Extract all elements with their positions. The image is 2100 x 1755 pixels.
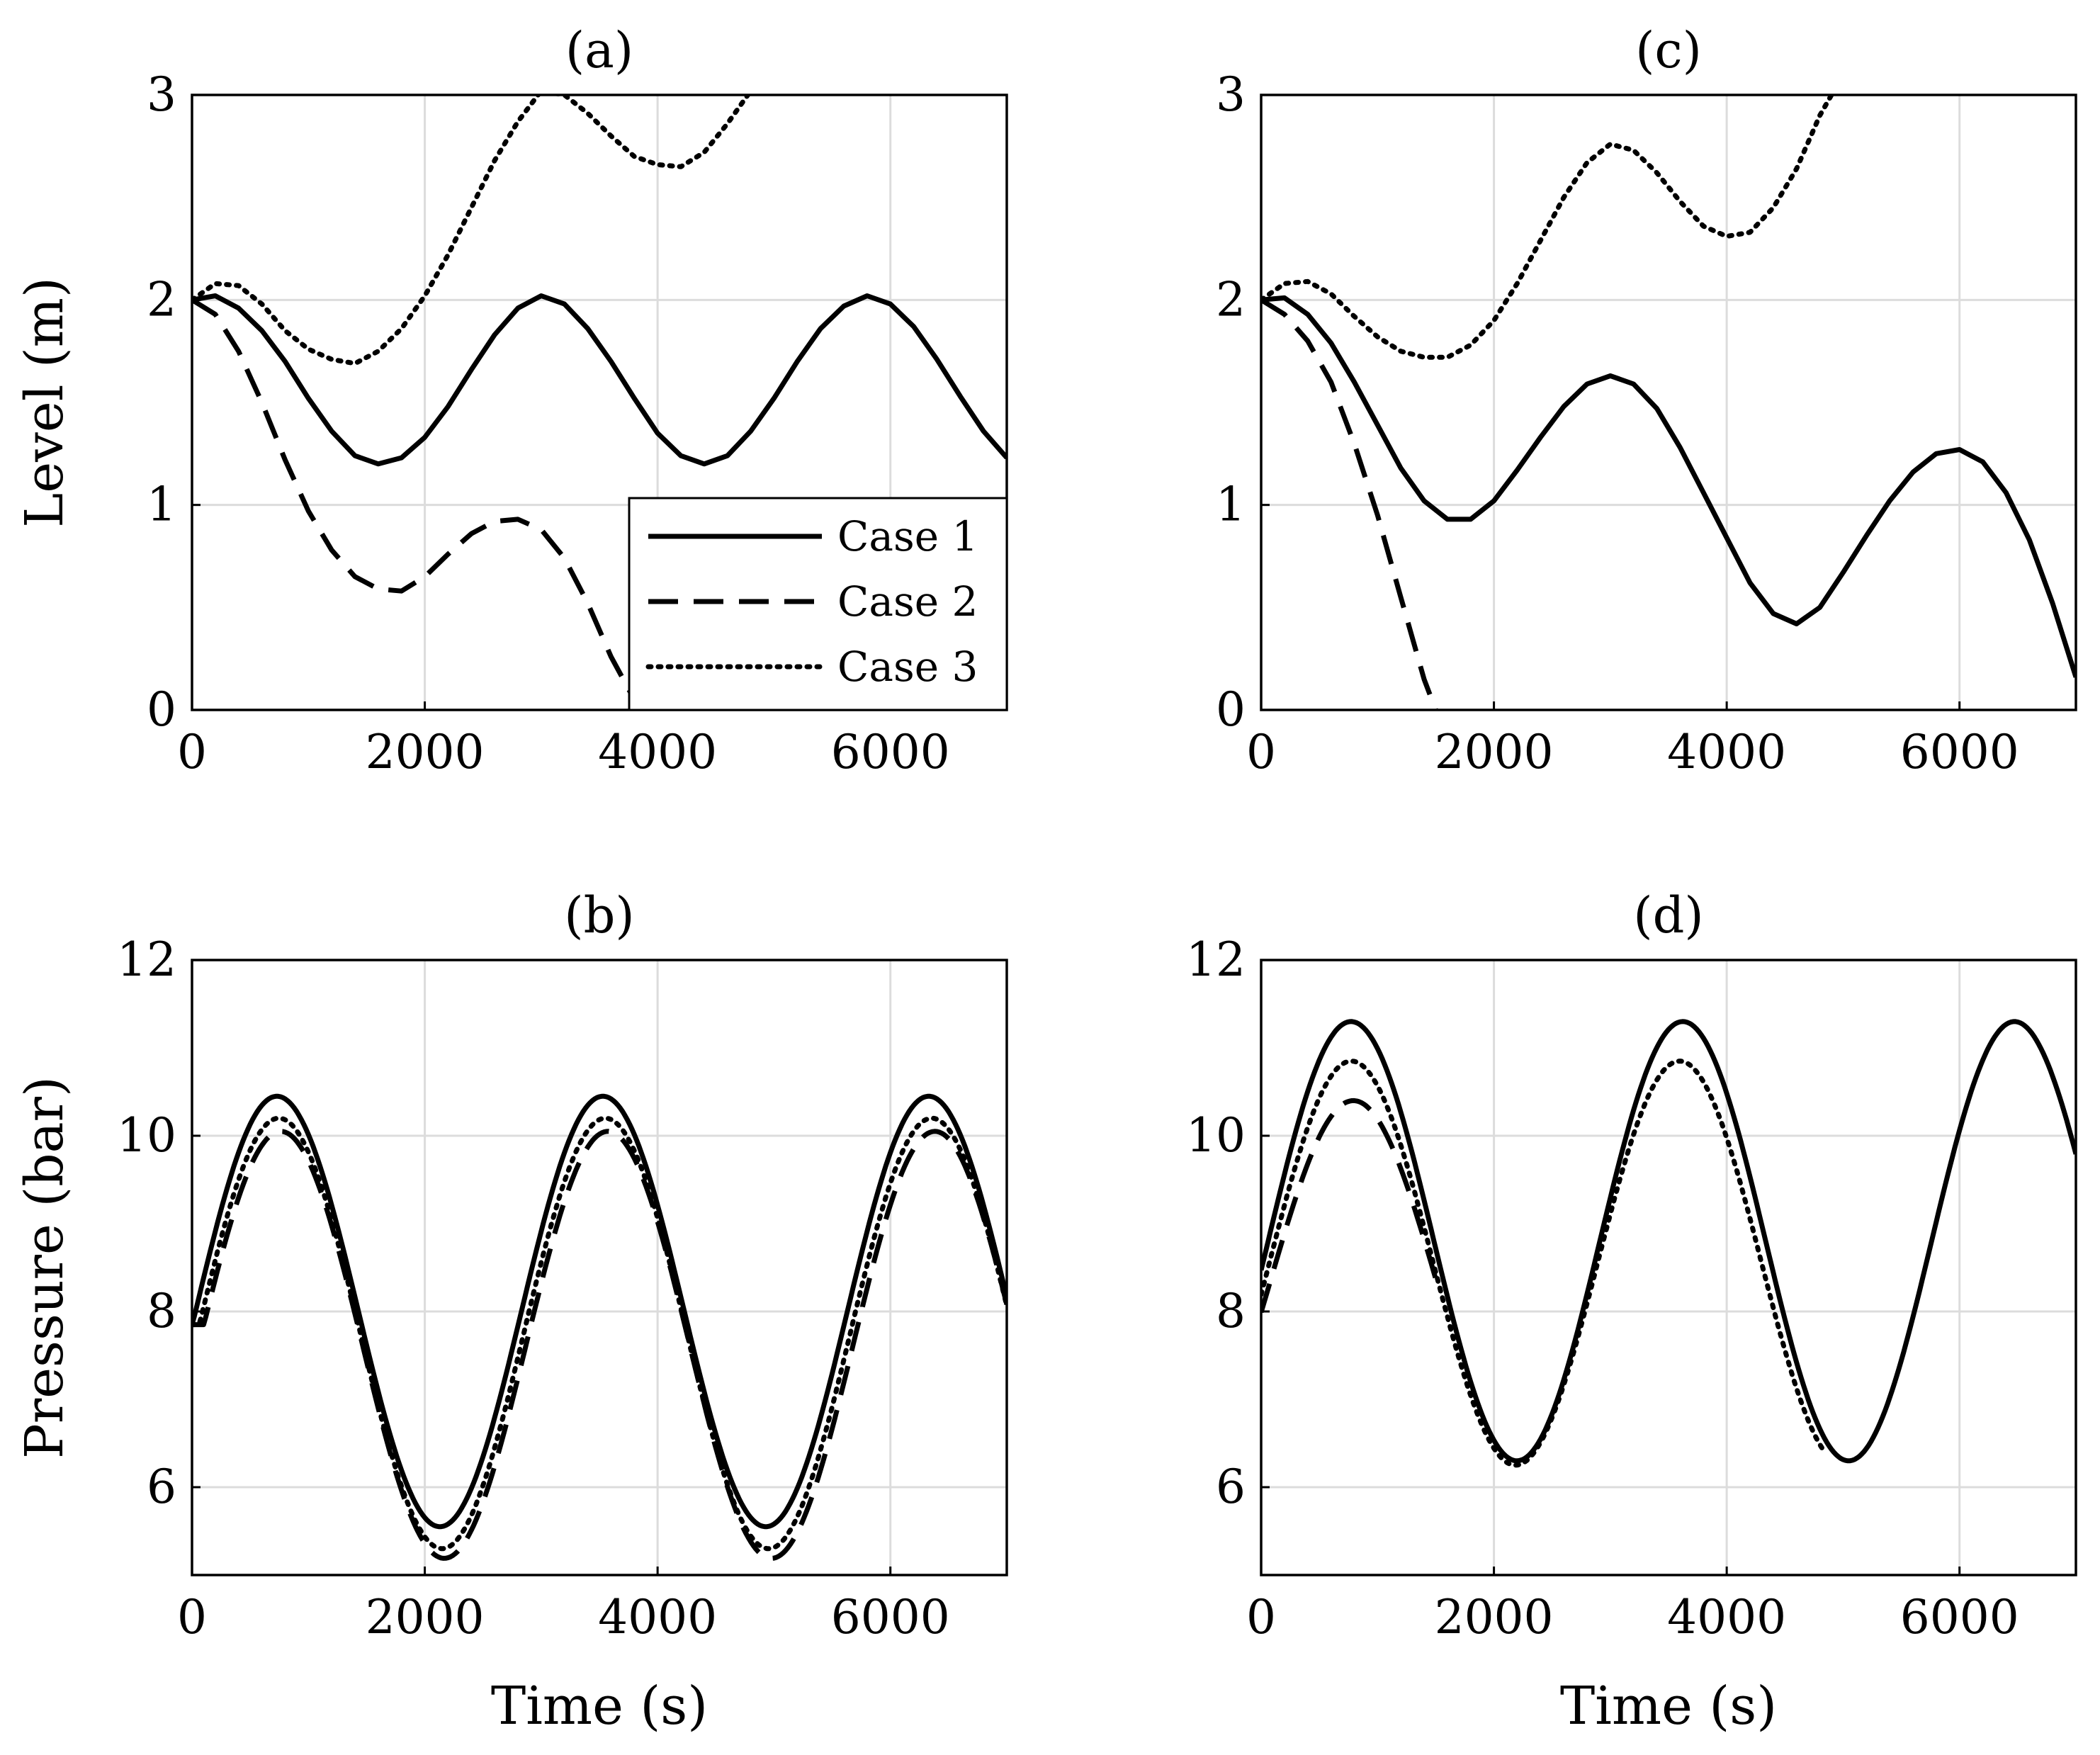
legend: Case 1 Case 2 Case 3 <box>628 497 1008 711</box>
axes-frame-b <box>191 959 1008 1576</box>
grid-d <box>1261 960 2076 1575</box>
series-line-case-1-b <box>192 1093 1007 1530</box>
legend-label-case-2: Case 2 <box>837 577 978 626</box>
x-tick-label-c: 0 <box>1246 725 1276 779</box>
series-line-case-3-b <box>192 1115 1007 1552</box>
series-b <box>192 1093 1007 1561</box>
legend-box <box>628 497 1008 711</box>
y-tick-label-b: 8 <box>147 1284 176 1338</box>
series-line-case-1-c <box>1261 295 2076 678</box>
series-line-case-2-a <box>192 298 637 701</box>
x-tick-label-a: 2000 <box>366 725 485 779</box>
x-tick-label-b: 6000 <box>831 1590 950 1644</box>
series-line-case-3-a <box>192 95 751 366</box>
y-tick-label-a: 2 <box>147 272 176 327</box>
series-line-case-2-b <box>192 1129 1007 1561</box>
y-tick-label-c: 3 <box>1216 67 1246 122</box>
series-line-case-2-d <box>1261 1097 1438 1314</box>
panel-a: 0 2000 4000 6000 0 1 2 3 (a) Level (m) Case 1 C… <box>14 21 1008 779</box>
grid-b <box>192 960 1007 1575</box>
legend-label-case-1: Case 1 <box>837 512 978 560</box>
ticks-b: 0 2000 4000 6000 6 8 10 12 <box>117 932 950 1644</box>
y-axis-label-b: Pressure (bar) <box>14 1076 75 1459</box>
y-tick-label-c: 2 <box>1216 272 1246 327</box>
panel-b: 0 2000 4000 6000 6 8 10 12 (b) Pressure (bar) T… <box>14 886 1008 1737</box>
x-tick-label-b: 2000 <box>366 1590 485 1644</box>
y-tick-label-c: 0 <box>1216 682 1246 737</box>
series-line-case-3-d <box>1261 1059 1827 1468</box>
axes-frame-c <box>1260 94 2077 711</box>
y-tick-label-c: 1 <box>1216 478 1246 532</box>
ticks-a: 0 2000 4000 6000 0 1 2 3 <box>147 67 950 779</box>
y-tick-label-a: 0 <box>147 682 176 737</box>
panel-d: 0 2000 4000 6000 6 8 10 12 (d) Time (s) <box>1186 886 2077 1737</box>
x-tick-label-b: 4000 <box>598 1590 717 1644</box>
y-tick-label-b: 6 <box>147 1460 176 1514</box>
y-tick-label-b: 10 <box>117 1108 176 1163</box>
panel-title-a: (a) <box>565 21 633 79</box>
panel-title-d: (d) <box>1633 886 1703 944</box>
x-tick-label-d: 4000 <box>1667 1590 1786 1644</box>
y-tick-label-d: 6 <box>1216 1460 1246 1514</box>
panel-title-c: (c) <box>1635 21 1702 79</box>
series-d <box>1261 1019 2076 1468</box>
axes-frame-d <box>1260 959 2077 1576</box>
y-tick-label-a: 3 <box>147 67 176 122</box>
series-line-case-1-a <box>192 293 1007 467</box>
y-tick-label-d: 12 <box>1186 932 1246 987</box>
x-tick-label-a: 6000 <box>831 725 950 779</box>
axes-frame-a <box>191 94 1008 711</box>
x-tick-label-b: 0 <box>177 1590 207 1644</box>
y-axis-label-a: Level (m) <box>14 277 75 528</box>
legend-label-case-3: Case 3 <box>837 643 978 691</box>
x-tick-label-a: 0 <box>177 725 207 779</box>
x-tick-label-d: 0 <box>1246 1590 1276 1644</box>
grid-c <box>1261 95 2076 710</box>
x-tick-label-c: 6000 <box>1900 725 2019 779</box>
x-axis-label-d: Time (s) <box>1560 1676 1777 1737</box>
panel-title-b: (b) <box>564 886 634 944</box>
y-tick-label-b: 12 <box>117 932 176 987</box>
series-a <box>192 95 1007 701</box>
x-tick-label-a: 4000 <box>598 725 717 779</box>
x-tick-label-d: 6000 <box>1900 1590 2019 1644</box>
series-line-case-1-d <box>1261 1019 2076 1464</box>
ticks-c: 0 2000 4000 6000 0 1 2 3 <box>1216 67 2019 779</box>
series-c <box>1261 95 2076 710</box>
x-tick-label-c: 4000 <box>1667 725 1786 779</box>
ticks-d: 0 2000 4000 6000 6 8 10 12 <box>1186 932 2019 1644</box>
y-tick-label-d: 8 <box>1216 1284 1246 1338</box>
x-tick-label-c: 2000 <box>1435 725 1554 779</box>
panel-c: 0 2000 4000 6000 0 1 2 3 (c) <box>1216 21 2077 779</box>
x-tick-label-d: 2000 <box>1435 1590 1554 1644</box>
y-tick-label-d: 10 <box>1186 1108 1246 1163</box>
y-tick-label-a: 1 <box>147 478 176 532</box>
x-axis-label-b: Time (s) <box>491 1676 708 1737</box>
series-line-case-3-c <box>1261 95 1834 360</box>
